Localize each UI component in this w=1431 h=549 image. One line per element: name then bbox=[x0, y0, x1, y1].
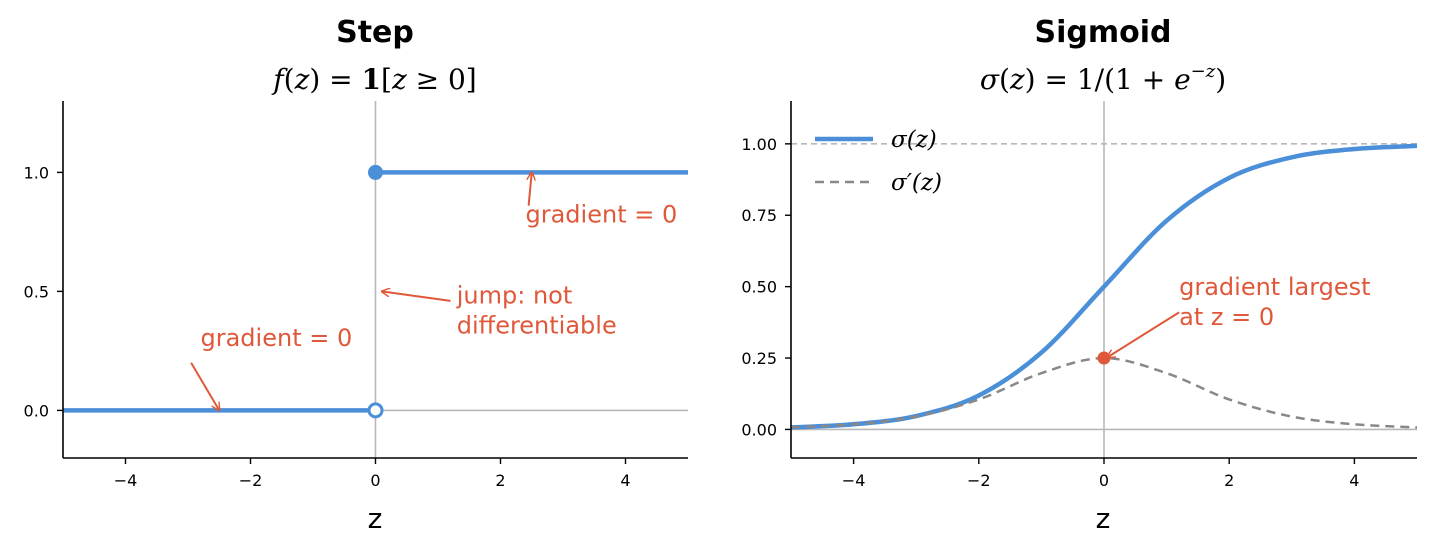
sigmoid-title: Sigmoid bbox=[1035, 15, 1172, 50]
step-title: Step bbox=[336, 15, 414, 50]
step-chart: Step f(z) = 1[z ≥ 0] −4 −2 0 2 4 0.0 0.5 1.0 gra… bbox=[24, 15, 688, 535]
step-annotation-text-2: gradient = 0 bbox=[201, 324, 353, 352]
step-plot-area: −4 −2 0 2 4 0.0 0.5 1.0 gradient = 0 jump: not dif… bbox=[24, 101, 688, 490]
sigmoid-x-axis-label: z bbox=[1096, 502, 1111, 535]
sigmoid-y-tick-label: 0.50 bbox=[741, 278, 777, 297]
sigmoid-x-tick-label: −2 bbox=[967, 471, 991, 490]
step-annotation-arrow-0 bbox=[529, 172, 532, 206]
step-y-tick-label: 0.5 bbox=[24, 282, 49, 301]
sigmoid-x-tick-label: 2 bbox=[1224, 471, 1234, 490]
step-marker-open-1 bbox=[367, 402, 384, 419]
step-annotation-arrow-1 bbox=[382, 291, 451, 302]
sigmoid-chart: Sigmoid σ(z) = 1/(1 + e−z) −4 −2 0 2 4 0.00 0.… bbox=[741, 15, 1417, 535]
step-y-tick-label: 0.0 bbox=[24, 401, 49, 420]
sigmoid-y-tick-label: 1.00 bbox=[741, 135, 777, 154]
step-x-tick-label: 0 bbox=[370, 471, 380, 490]
sigmoid-legend: σ(z) σ′(z) bbox=[815, 127, 942, 196]
step-formula: f(z) = 1[z ≥ 0] bbox=[271, 63, 476, 96]
sigmoid-x-tick-label: 0 bbox=[1099, 471, 1109, 490]
sigmoid-series-sigmoid-line bbox=[791, 143, 1417, 430]
sigmoid-annotation-text-0: gradient largest at z = 0 bbox=[1179, 273, 1370, 331]
step-annotation-arrow-2 bbox=[190, 362, 219, 411]
legend-label-sigmoid: σ(z) bbox=[891, 127, 937, 153]
step-x-axis-label: z bbox=[368, 502, 383, 535]
sigmoid-plot-area: −4 −2 0 2 4 0.00 0.25 0.50 0.75 1.00 gradient larg… bbox=[741, 101, 1417, 490]
step-marker-filled-0 bbox=[368, 164, 383, 180]
sigmoid-x-tick-label: 4 bbox=[1349, 471, 1359, 490]
step-x-tick-label: 2 bbox=[495, 471, 505, 490]
sigmoid-y-tick-label: 0.00 bbox=[741, 420, 777, 439]
step-y-tick-label: 1.0 bbox=[24, 163, 49, 182]
legend-label-derivative: σ′(z) bbox=[891, 170, 942, 196]
step-x-tick-label: 4 bbox=[620, 471, 630, 490]
sigmoid-annotation-arrow-3 bbox=[1107, 311, 1180, 357]
step-annotation-text-0: gradient = 0 bbox=[526, 200, 678, 228]
sigmoid-y-tick-label: 0.75 bbox=[741, 206, 777, 225]
sigmoid-marker-filled-annotation-0 bbox=[1097, 351, 1111, 365]
sigmoid-formula: σ(z) = 1/(1 + e−z) bbox=[980, 61, 1226, 96]
step-x-tick-label: −2 bbox=[239, 471, 263, 490]
step-x-tick-label: −4 bbox=[114, 471, 138, 490]
sigmoid-x-tick-label: −4 bbox=[842, 471, 866, 490]
sigmoid-y-tick-label: 0.25 bbox=[741, 349, 777, 368]
step-annotation-text-1: jump: not differentiable bbox=[456, 281, 617, 339]
